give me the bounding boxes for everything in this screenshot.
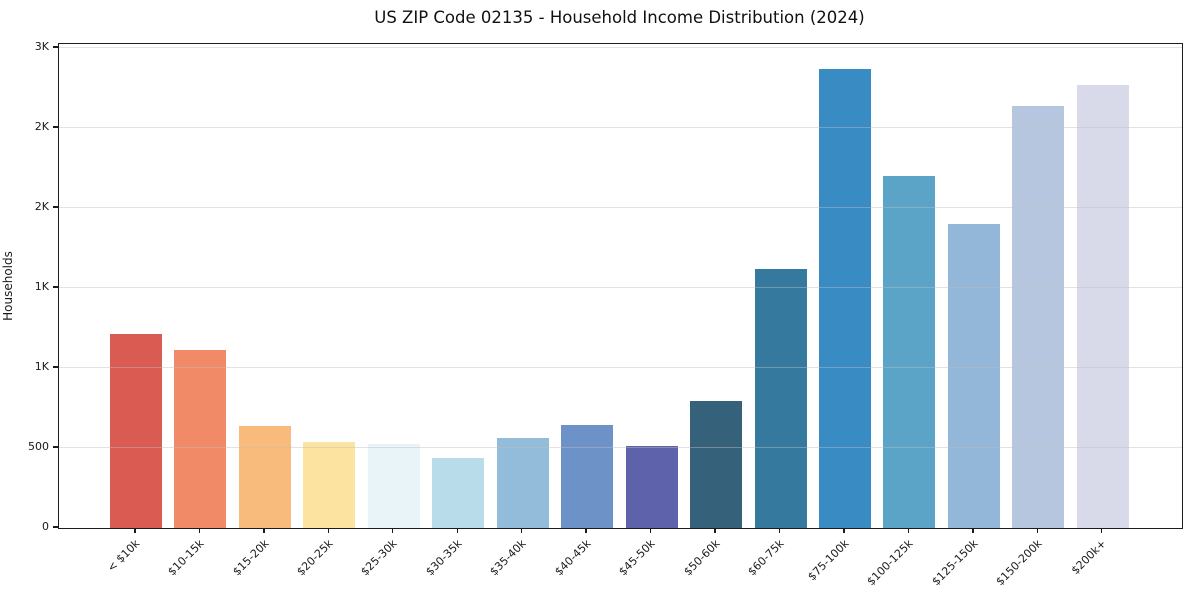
y-tick-mark <box>53 366 58 368</box>
x-tick-mark <box>843 528 845 533</box>
bar-10-15k <box>174 350 227 528</box>
y-tick-label: 1K <box>34 360 49 373</box>
x-tick-label: $10-15k <box>165 537 207 579</box>
gridline <box>59 47 1182 48</box>
x-tick-mark <box>972 528 974 533</box>
y-tick-label: 0 <box>42 520 49 533</box>
x-tick-mark <box>327 528 330 533</box>
bar-75-100k <box>818 68 871 528</box>
y-tick-mark <box>53 286 58 288</box>
x-tick-mark <box>521 528 523 533</box>
x-tick-mark <box>778 528 781 533</box>
x-tick-label: $150-200k <box>993 537 1045 589</box>
bar-200k <box>1076 84 1129 528</box>
x-tick-label: $50-60k <box>680 537 723 579</box>
bar-100-125k <box>883 176 936 528</box>
y-tick-mark <box>53 446 58 448</box>
x-tick-label: $100-125k <box>864 537 916 589</box>
x-tick-label: $30-35k <box>423 537 465 579</box>
x-tick-label: $35-40k <box>487 537 529 579</box>
x-tick-mark <box>456 528 458 533</box>
bar-15-20k <box>238 425 291 528</box>
gridline <box>59 447 1182 448</box>
bar-25-30k <box>367 444 420 528</box>
x-tick-mark <box>585 528 587 533</box>
gridline <box>59 287 1182 288</box>
x-tick-mark <box>392 528 394 533</box>
x-tick-label: < $10k <box>104 537 143 575</box>
x-tick-mark <box>198 528 201 533</box>
x-tick-mark <box>134 528 136 533</box>
x-tick-label: $75-100k <box>804 537 852 584</box>
x-tick-mark <box>263 528 265 533</box>
chart-title: US ZIP Code 02135 - Household Income Dis… <box>374 8 865 27</box>
y-tick-label: 2K <box>34 120 49 133</box>
y-tick-label: 3K <box>34 40 49 53</box>
x-tick-mark <box>1036 528 1038 533</box>
y-tick-mark <box>53 46 58 48</box>
bar-45-50k <box>625 445 678 528</box>
bar-20-25k <box>303 441 356 528</box>
x-tick-label: $40-45k <box>552 537 594 579</box>
bar-150-200k <box>1012 105 1065 528</box>
y-tick-label: 2K <box>34 200 49 213</box>
x-tick-mark <box>649 528 652 533</box>
bar-35-40k <box>496 438 549 528</box>
y-tick-label: 1K <box>34 280 49 293</box>
bar-125-150k <box>947 224 1000 528</box>
x-tick-label: $45-50k <box>616 537 658 579</box>
x-tick-mark <box>714 528 716 533</box>
gridline <box>59 207 1182 208</box>
gridline <box>59 367 1182 368</box>
gridline <box>59 127 1182 128</box>
x-tick-label: $20-25k <box>294 537 336 579</box>
bar-10k <box>110 333 162 528</box>
bar-50-60k <box>690 400 743 528</box>
x-tick-label: $125-150k <box>928 537 981 589</box>
bar-30-35k <box>432 457 485 528</box>
x-tick-mark <box>1101 528 1103 533</box>
y-tick-mark <box>53 126 58 128</box>
y-tick-label: 500 <box>28 440 49 453</box>
x-tick-mark <box>907 528 910 533</box>
x-tick-label: $15-20k <box>229 537 272 579</box>
bar-40-45k <box>561 424 614 528</box>
bar-60-75k <box>754 268 807 528</box>
x-tick-label: $25-30k <box>358 537 400 579</box>
y-tick-mark <box>53 206 58 208</box>
y-tick-mark <box>53 526 58 528</box>
x-tick-label: $200k+ <box>1068 537 1109 578</box>
x-tick-label: $60-75k <box>745 537 787 579</box>
plot-area <box>58 43 1183 529</box>
